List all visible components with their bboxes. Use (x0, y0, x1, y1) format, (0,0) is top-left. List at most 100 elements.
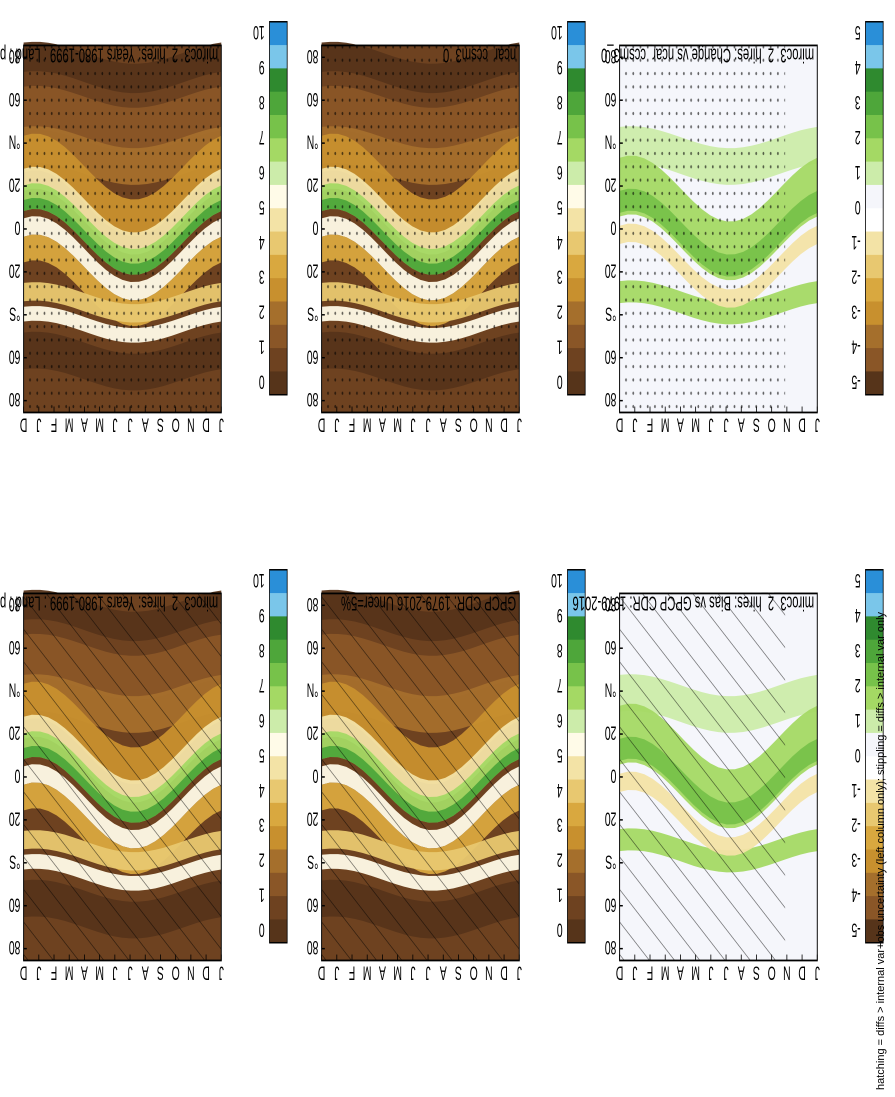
colorbar-label: 5 (259, 196, 265, 217)
y-tick-label: J (112, 413, 117, 434)
colorbar-swatch (865, 348, 884, 373)
colorbar-label: 8 (557, 91, 563, 112)
x-tick-label: 80 (307, 593, 319, 614)
y-tick-label: A (378, 413, 385, 434)
x-tick-label: °S (307, 850, 318, 871)
colorbar-swatch (865, 686, 884, 711)
y-tick-label: O (470, 961, 478, 982)
y-tick-label: J (517, 413, 522, 434)
colorbar-label: 4 (557, 779, 563, 800)
colorbar-frame (865, 569, 884, 944)
x-tick-label: 60 (307, 636, 319, 657)
colorbar-swatch (865, 849, 884, 874)
y-tick-label: M (363, 961, 372, 982)
colorbar-label: 5 (259, 744, 265, 765)
x-tick-label: 80 (605, 593, 617, 614)
colorbar-swatch (269, 802, 288, 827)
panel-title: miroc3_2_hires: Years 1980-1999 : Land :… (0, 591, 218, 616)
colorbar-label: 7 (557, 126, 563, 147)
y-tick-label: M (65, 961, 74, 982)
y-tick-label: M (363, 413, 372, 434)
colorbar-swatch (865, 802, 884, 827)
colorbar-swatch (269, 68, 288, 93)
colorbar-label: 6 (557, 709, 563, 730)
colorbar-frame (865, 21, 884, 396)
colorbar-label: 5 (557, 744, 563, 765)
hatching-overlay (321, 593, 520, 961)
y-tick-label: F (349, 961, 355, 982)
colorbar-label: 3 (259, 266, 265, 287)
y-tick-label: N (485, 961, 493, 982)
colorbar-swatch (269, 779, 288, 804)
colorbar-swatch (269, 138, 288, 163)
y-tick-label: J (723, 961, 728, 982)
colorbar-swatch (269, 115, 288, 140)
colorbar-label: 10 (551, 21, 563, 42)
y-tick-label: A (737, 961, 744, 982)
x-tick-label: °S (605, 302, 616, 323)
colorbar-label: 10 (253, 21, 265, 42)
colorbar-swatch (567, 231, 586, 256)
colorbar-label: 0 (557, 371, 563, 392)
y-tick-label: D (202, 961, 210, 982)
x-tick-label: 80 (307, 388, 319, 409)
colorbar-swatch (269, 45, 288, 70)
colorbar-label: -4 (851, 336, 861, 357)
y-tick-label: A (378, 961, 385, 982)
colorbar-swatch (269, 278, 288, 303)
colorbar-swatch (269, 919, 288, 944)
colorbar-label: 1 (855, 709, 861, 730)
x-tick-label: 60 (9, 636, 21, 657)
y-tick-label: S (753, 413, 760, 434)
x-tick-label: 20 (9, 260, 21, 281)
colorbar-label: 6 (259, 709, 265, 730)
colorbar-frame (269, 569, 288, 944)
colorbar-swatch (269, 254, 288, 279)
colorbar-swatch (567, 849, 586, 874)
y-tick-label: A (439, 961, 446, 982)
y-tick-label: N (485, 413, 493, 434)
colorbar-label: 1 (557, 884, 563, 905)
colorbar-label: -3 (851, 849, 860, 870)
colorbar-swatch (567, 896, 586, 921)
colorbar-swatch (865, 301, 884, 326)
y-tick-label: M (95, 961, 104, 982)
colorbar-swatch (269, 732, 288, 757)
colorbar-label: 4 (259, 779, 265, 800)
colorbar-label: 0 (855, 196, 861, 217)
colorbar-label: 7 (259, 674, 265, 695)
x-tick-label: 60 (605, 636, 617, 657)
colorbar-swatch (865, 21, 884, 46)
colorbar-swatch (269, 161, 288, 186)
y-tick-label: S (157, 961, 164, 982)
colorbar-swatch (269, 756, 288, 781)
hatching-overlay (23, 593, 222, 961)
y-tick-label: J (723, 413, 728, 434)
colorbar-label: 5 (855, 21, 861, 42)
colorbar-label: 3 (557, 814, 563, 835)
colorbar-swatch (567, 802, 586, 827)
colorbar-label: 8 (259, 639, 265, 660)
x-tick-label: 60 (605, 345, 617, 366)
colorbar-swatch (865, 732, 884, 757)
colorbar-label: 0 (259, 371, 265, 392)
colorbar-swatch (567, 278, 586, 303)
colorbar-label: 8 (557, 639, 563, 660)
colorbar-swatch (865, 45, 884, 70)
x-tick-label: 60 (9, 893, 21, 914)
colorbar-swatch (567, 593, 586, 618)
colorbar-label: 4 (855, 604, 861, 625)
colorbar-label: 4 (259, 231, 265, 252)
colorbar-swatch (567, 301, 586, 326)
colorbar-label: 2 (259, 849, 265, 870)
colorbar-label: 5 (557, 196, 563, 217)
y-tick-label: A (676, 413, 683, 434)
y-tick-label: J (36, 961, 41, 982)
